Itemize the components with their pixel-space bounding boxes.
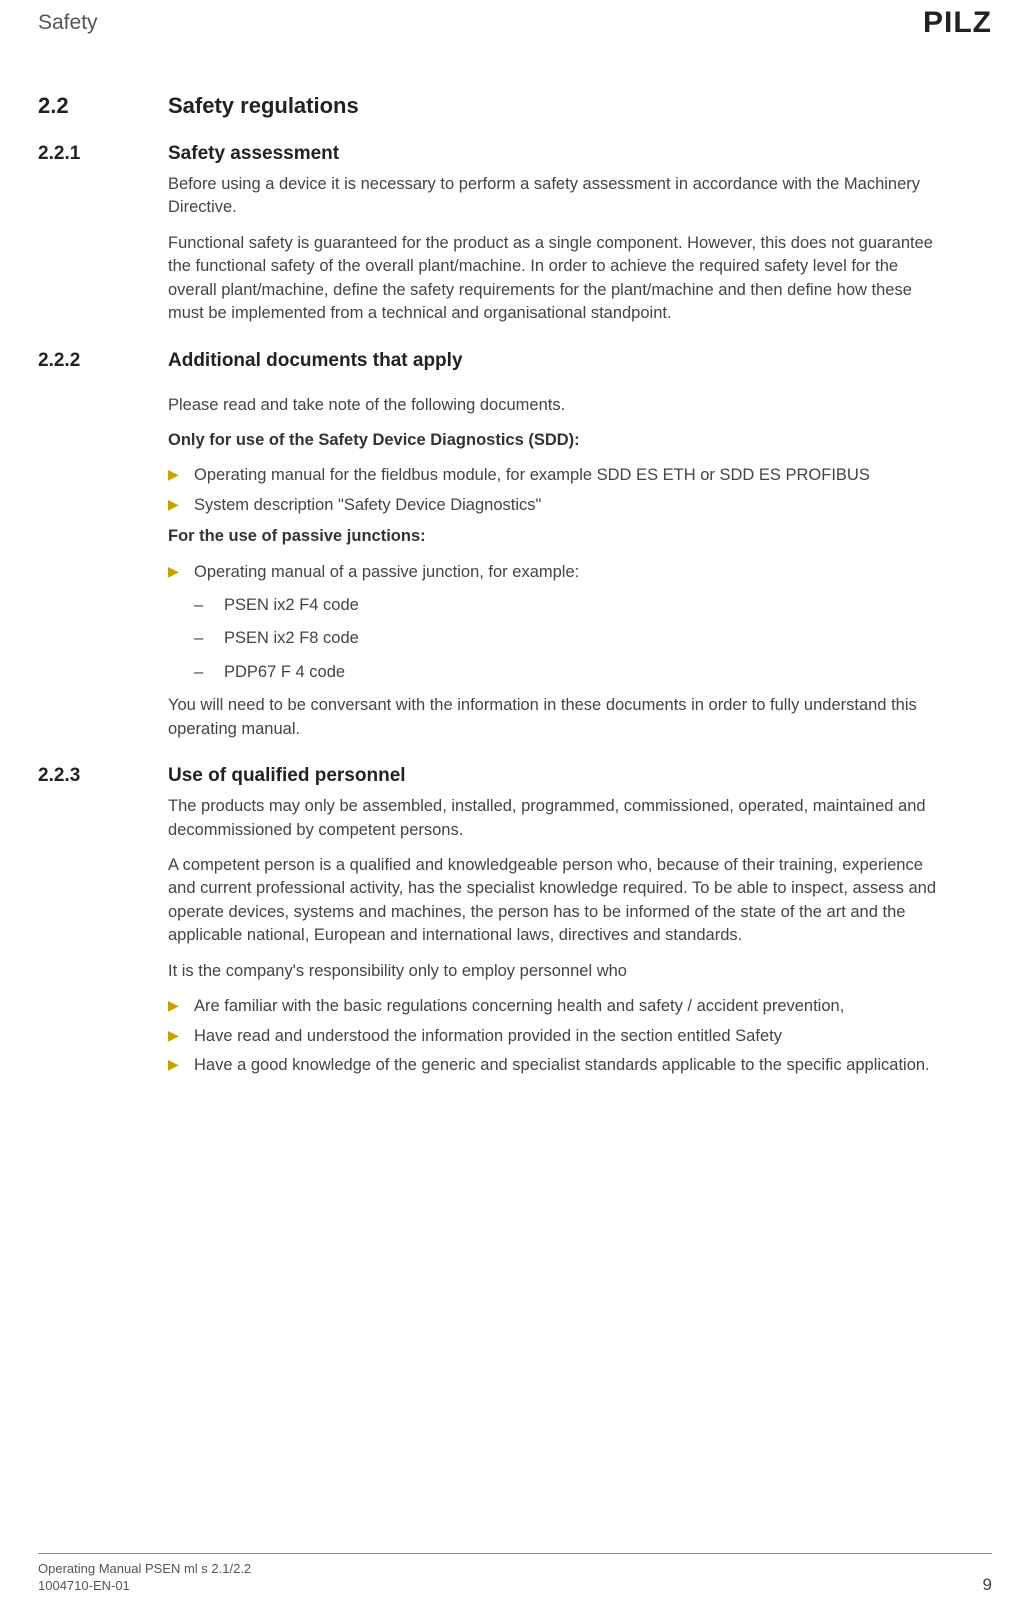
section-title: Safety regulations (168, 93, 359, 119)
list-item-text: Operating manual for the fieldbus module… (194, 464, 950, 487)
list-item-text: System description "Safety Device Diagno… (194, 494, 950, 517)
section-number: 2.2 (38, 93, 168, 119)
subsection-heading-2-2-1: 2.2.1 Safety assessment (38, 143, 950, 165)
footer-page-number: 9 (983, 1575, 992, 1595)
dash-bullet-icon: – (194, 627, 224, 650)
triangle-bullet-icon: ▶ (168, 464, 194, 487)
paragraph: Functional safety is guaranteed for the … (168, 232, 950, 326)
subsection-number: 2.2.1 (38, 143, 168, 165)
list-item: ▶ Are familiar with the basic regulation… (168, 995, 950, 1018)
dash-bullet-icon: – (194, 661, 224, 684)
subsection-heading-2-2-2: 2.2.2 Additional documents that apply (38, 350, 950, 372)
triangle-bullet-icon: ▶ (168, 995, 194, 1018)
paragraph: Before using a device it is necessary to… (168, 173, 950, 220)
subsection-body-2-2-1: Before using a device it is necessary to… (168, 173, 950, 326)
header-section-label: Safety (38, 11, 98, 35)
list-item: – PSEN ix2 F8 code (194, 627, 950, 650)
footer-row: Operating Manual PSEN ml s 2.1/2.2 10047… (38, 1560, 992, 1595)
page-header: Safety PILZ (0, 0, 1010, 44)
list-item: ▶ Operating manual for the fieldbus modu… (168, 464, 950, 487)
subsection-title: Safety assessment (168, 143, 339, 165)
list-item-text: PDP67 F 4 code (224, 661, 950, 684)
subsection-body-2-2-2: Please read and take note of the followi… (168, 394, 950, 742)
list-item-text: PSEN ix2 F4 code (224, 594, 950, 617)
list-item-text: Have read and understood the information… (194, 1025, 950, 1048)
triangle-bullet-icon: ▶ (168, 1025, 194, 1048)
list-item-text: Operating manual of a passive junction, … (194, 561, 950, 584)
subsection-heading-2-2-3: 2.2.3 Use of qualified personnel (38, 765, 950, 787)
brand-logo: PILZ (923, 6, 992, 40)
list-item-text: Have a good knowledge of the generic and… (194, 1054, 950, 1077)
paragraph-bold: For the use of passive junctions: (168, 525, 950, 548)
footer-doc-info: Operating Manual PSEN ml s 2.1/2.2 10047… (38, 1560, 251, 1595)
dash-list: – PSEN ix2 F4 code – PSEN ix2 F8 code – … (194, 594, 950, 684)
bullet-list: ▶ Are familiar with the basic regulation… (168, 995, 950, 1077)
subsection-title: Use of qualified personnel (168, 765, 406, 787)
paragraph: A competent person is a qualified and kn… (168, 854, 950, 948)
subsection-body-2-2-3: The products may only be assembled, inst… (168, 795, 950, 1077)
triangle-bullet-icon: ▶ (168, 494, 194, 517)
triangle-bullet-icon: ▶ (168, 1054, 194, 1077)
subsection-title: Additional documents that apply (168, 350, 463, 372)
paragraph: It is the company's responsibility only … (168, 960, 950, 983)
list-item: – PSEN ix2 F4 code (194, 594, 950, 617)
paragraph: The products may only be assembled, inst… (168, 795, 950, 842)
list-item-text: PSEN ix2 F8 code (224, 627, 950, 650)
list-item: – PDP67 F 4 code (194, 661, 950, 684)
page-footer: Operating Manual PSEN ml s 2.1/2.2 10047… (38, 1553, 992, 1595)
list-item: ▶ Have a good knowledge of the generic a… (168, 1054, 950, 1077)
list-item: ▶ System description "Safety Device Diag… (168, 494, 950, 517)
footer-doc-number: 1004710-EN-01 (38, 1577, 251, 1595)
bullet-list: ▶ Operating manual of a passive junction… (168, 561, 950, 584)
subsection-number: 2.2.2 (38, 350, 168, 372)
list-item: ▶ Operating manual of a passive junction… (168, 561, 950, 584)
bullet-list: ▶ Operating manual for the fieldbus modu… (168, 464, 950, 517)
paragraph: Please read and take note of the followi… (168, 394, 950, 417)
triangle-bullet-icon: ▶ (168, 561, 194, 584)
page-content: 2.2 Safety regulations 2.2.1 Safety asse… (0, 47, 1010, 1077)
paragraph: You will need to be conversant with the … (168, 694, 950, 741)
dash-bullet-icon: – (194, 594, 224, 617)
page: Safety PILZ 2.2 Safety regulations 2.2.1… (0, 0, 1010, 1609)
subsection-number: 2.2.3 (38, 765, 168, 787)
footer-divider (38, 1553, 992, 1554)
section-heading-2-2: 2.2 Safety regulations (38, 93, 950, 119)
paragraph-bold: Only for use of the Safety Device Diagno… (168, 429, 950, 452)
brand-logo-text: PILZ (923, 6, 992, 40)
list-item-text: Are familiar with the basic regulations … (194, 995, 950, 1018)
footer-manual-title: Operating Manual PSEN ml s 2.1/2.2 (38, 1560, 251, 1578)
list-item: ▶ Have read and understood the informati… (168, 1025, 950, 1048)
